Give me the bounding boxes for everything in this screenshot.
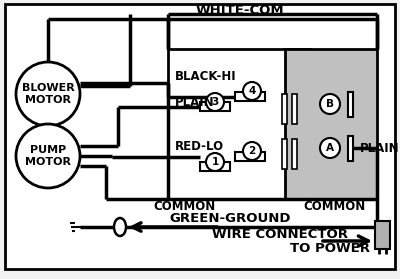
Circle shape: [243, 142, 261, 160]
Bar: [235, 92, 265, 101]
Circle shape: [243, 82, 261, 100]
Bar: [282, 94, 287, 124]
Bar: [168, 49, 310, 199]
Bar: [282, 139, 287, 169]
Bar: [285, 49, 377, 199]
Circle shape: [206, 93, 224, 111]
Text: WIRE CONNECTOR: WIRE CONNECTOR: [212, 229, 348, 242]
Text: COMMON: COMMON: [304, 201, 366, 213]
Circle shape: [320, 94, 340, 114]
Text: BLOWER
MOTOR: BLOWER MOTOR: [22, 83, 74, 105]
Text: TO POWER: TO POWER: [290, 242, 370, 256]
Bar: [200, 162, 230, 171]
Text: COMMON: COMMON: [154, 201, 216, 213]
Circle shape: [16, 124, 80, 188]
Text: WHITE-COM: WHITE-COM: [196, 4, 284, 16]
Circle shape: [206, 153, 224, 171]
Bar: [235, 152, 265, 161]
Text: PUMP
MOTOR: PUMP MOTOR: [25, 145, 71, 167]
Bar: [348, 136, 353, 161]
Text: 2: 2: [248, 146, 256, 156]
Circle shape: [320, 138, 340, 158]
Bar: [292, 94, 297, 124]
Bar: [292, 139, 297, 169]
Text: 3: 3: [211, 97, 219, 107]
Text: PLAIN: PLAIN: [175, 95, 215, 109]
Text: 4: 4: [248, 86, 256, 96]
Circle shape: [16, 62, 80, 126]
Text: A: A: [326, 143, 334, 153]
Text: 1: 1: [211, 157, 219, 167]
Text: GREEN-GROUND: GREEN-GROUND: [169, 213, 291, 225]
Bar: [348, 92, 353, 117]
Bar: [375, 221, 390, 249]
Text: PLAIN: PLAIN: [360, 141, 400, 155]
Text: RED-LO: RED-LO: [175, 141, 224, 153]
Text: B: B: [326, 99, 334, 109]
Bar: [200, 102, 230, 111]
Ellipse shape: [114, 218, 126, 236]
Text: BLACK-HI: BLACK-HI: [175, 71, 237, 83]
